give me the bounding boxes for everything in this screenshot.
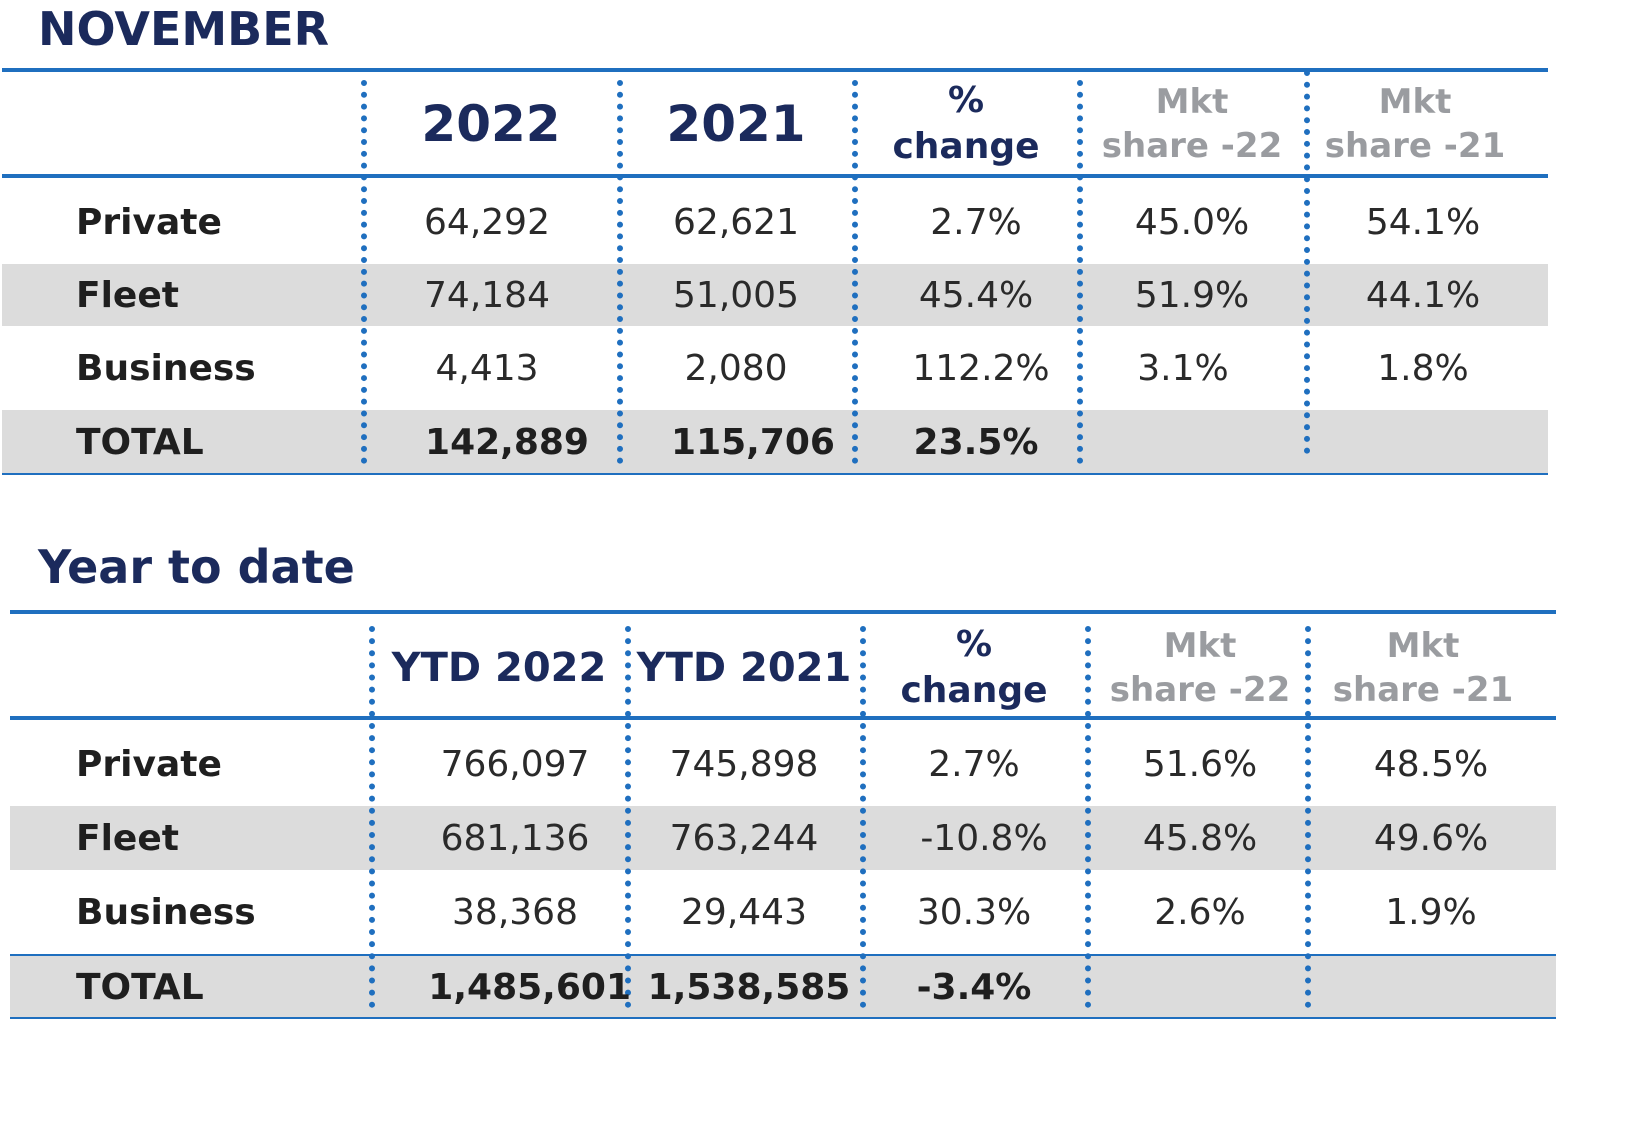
row-label-private: Private [76,743,222,785]
mkt21-header-line2: share -21 [1332,670,1514,710]
col-header-ytd-2021: YTD 2021 [636,645,852,691]
total-value: -3.4% [916,966,1032,1008]
column-divider [361,80,367,464]
column-divider [1305,626,1311,1008]
row-band [10,806,1556,870]
column-divider [852,80,858,464]
cell-value: 38,368 [452,891,578,933]
total-value: 23.5% [913,421,1039,463]
row-label-business: Business [76,347,256,389]
cell-value: 64,292 [424,201,550,243]
total-top-rule [10,954,1556,956]
total-value: 142,889 [425,421,589,463]
mkt22-header-line2: share -22 [1101,126,1283,166]
mkt22-header-line1: Mkt [1155,82,1229,122]
cell-value: -10.8% [920,817,1048,859]
total-band [2,410,1548,474]
cell-value: 51,005 [673,274,799,316]
cell-value: 2.7% [928,743,1020,785]
col-header-mkt-share-22: Mkt share -22 [1083,76,1301,172]
cell-value: 54.1% [1365,201,1481,243]
column-divider [369,626,375,1008]
col-header-pct-change: % change [858,76,1074,172]
cell-value: 51.9% [1134,274,1250,316]
cell-value: 51.6% [1142,743,1258,785]
total-band [10,954,1556,1018]
col-header-mkt-share-21: Mkt share -21 [1310,76,1520,172]
total-value: 115,706 [671,421,835,463]
row-label-private: Private [76,201,222,243]
mkt21-header-line2: share -21 [1324,126,1506,166]
col-header-mkt-share-21: Mkt share -21 [1311,620,1535,716]
bottom-rule [2,473,1548,475]
cell-value: 74,184 [424,274,550,316]
cell-value: 62,621 [673,201,799,243]
cell-value: 681,136 [440,817,590,859]
cell-value: 49.6% [1373,817,1489,859]
cell-value: 29,443 [681,891,807,933]
cell-value: 1.9% [1385,891,1477,933]
row-label-total: TOTAL [76,966,204,1008]
top-rule [10,610,1556,614]
row-label-business: Business [76,891,256,933]
cell-value: 45.4% [918,274,1034,316]
row-label-fleet: Fleet [76,817,179,859]
pct-header-line1: % [955,624,993,665]
cell-value: 766,097 [440,743,590,785]
column-divider [625,626,631,1008]
col-header-ytd-2022: YTD 2022 [391,645,607,691]
row-band [2,264,1548,326]
cell-value: 112.2% [912,347,1050,389]
row-label-total: TOTAL [76,421,204,463]
column-divider [1304,70,1310,454]
header-rule [2,174,1548,178]
november-title: NOVEMBER [38,2,330,56]
col-header-mkt-share-22: Mkt share -22 [1091,620,1309,716]
total-value: 1,538,585 [647,966,851,1008]
col-header-pct-change: % change [866,620,1082,716]
header-rule [10,716,1556,720]
mkt22-header-line2: share -22 [1109,670,1291,710]
cell-value: 30.3% [916,891,1032,933]
top-rule [2,68,1548,72]
cell-value: 2.6% [1154,891,1246,933]
mkt21-header-line1: Mkt [1386,626,1460,666]
column-divider [860,626,866,1008]
cell-value: 2.7% [930,201,1022,243]
cell-value: 745,898 [669,743,819,785]
total-value: 1,485,601 [428,966,631,1008]
cell-value: 1.8% [1377,347,1469,389]
cell-value: 48.5% [1373,743,1489,785]
column-divider [617,80,623,464]
cell-value: 45.0% [1134,201,1250,243]
row-label-fleet: Fleet [76,274,179,316]
mkt21-header-line1: Mkt [1378,82,1452,122]
pct-header-line2: change [900,670,1048,711]
column-divider [1077,80,1083,464]
pct-header-line1: % [947,80,985,121]
ytd-title: Year to date [38,540,355,594]
cell-value: 763,244 [669,817,819,859]
bottom-rule [10,1017,1556,1019]
col-header-2022: 2022 [421,95,561,153]
cell-value: 44.1% [1365,274,1481,316]
cell-value: 45.8% [1142,817,1258,859]
col-header-2021: 2021 [666,95,806,153]
cell-value: 4,413 [435,347,539,389]
cell-value: 2,080 [684,347,788,389]
pct-header-line2: change [892,126,1040,167]
column-divider [1085,626,1091,1008]
cell-value: 3.1% [1137,347,1229,389]
mkt22-header-line1: Mkt [1163,626,1237,666]
